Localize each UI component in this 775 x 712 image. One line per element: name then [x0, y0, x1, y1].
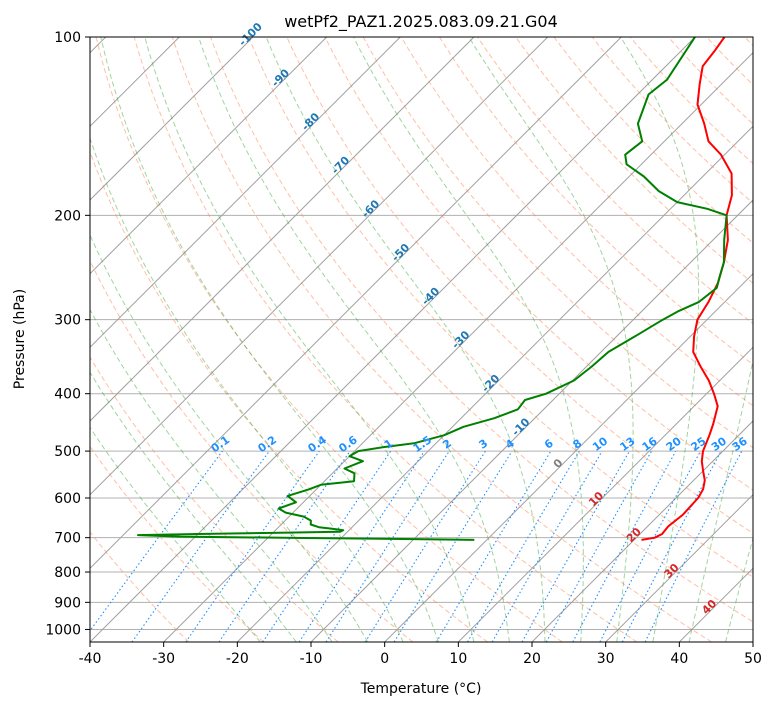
x-tick-label: -30	[152, 651, 175, 667]
y-tick-label: 200	[54, 208, 81, 224]
x-axis-label: Temperature (°C)	[360, 681, 482, 697]
x-tick-label: -10	[300, 651, 323, 667]
y-tick-label: 400	[54, 387, 81, 403]
x-tick-label: 50	[744, 651, 762, 667]
x-tick-label: 40	[670, 651, 688, 667]
y-tick-label: 500	[54, 444, 81, 460]
x-tick-label: 20	[523, 651, 541, 667]
x-tick-label: -40	[79, 651, 102, 667]
x-tick-label: 10	[449, 651, 467, 667]
y-tick-label: 700	[54, 531, 81, 547]
chart-title: wetPf2_PAZ1.2025.083.09.21.G04	[284, 12, 558, 32]
x-tick-label: -20	[226, 651, 249, 667]
y-axis-label: Pressure (hPa)	[12, 289, 28, 389]
x-tick-label: 30	[597, 651, 615, 667]
y-tick-label: 300	[54, 313, 81, 329]
y-tick-label: 600	[54, 491, 81, 507]
x-tick-label: 0	[380, 651, 389, 667]
y-tick-label: 1000	[45, 622, 81, 638]
y-tick-label: 800	[54, 565, 81, 581]
y-tick-label: 100	[54, 30, 81, 46]
y-tick-label: 900	[54, 595, 81, 611]
